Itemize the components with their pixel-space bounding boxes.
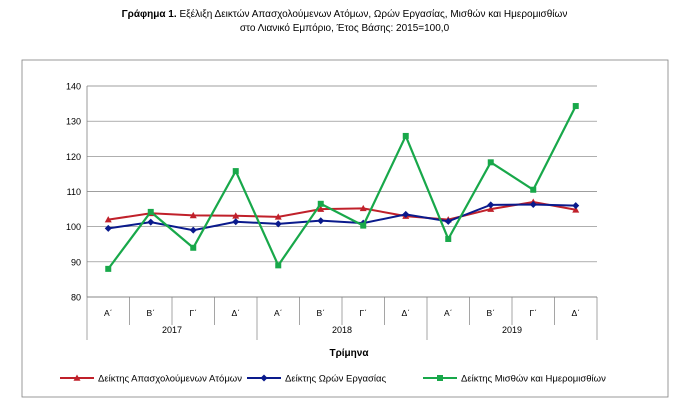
x-tick-label: Γ΄	[529, 308, 537, 318]
data-point	[232, 218, 240, 226]
data-point	[402, 210, 410, 218]
data-point	[190, 244, 197, 251]
legend-marker	[260, 374, 268, 382]
chart-title-prefix: Γράφημα 1.	[121, 9, 177, 20]
x-tick-label: Γ΄	[359, 308, 367, 318]
data-point	[105, 265, 112, 272]
chart-title-line1: Εξέλιξη Δεικτών Απασχολούμενων Ατόμων, Ω…	[179, 9, 568, 20]
data-point	[317, 217, 325, 225]
data-point	[317, 205, 325, 212]
legend-label: Δείκτης Απασχολούμενων Ατόμων	[98, 374, 242, 385]
legend: Δείκτης Απασχολούμενων Ατόμων Δείκτης Ωρώ…	[60, 374, 606, 385]
data-point	[147, 208, 154, 215]
data-point	[147, 218, 155, 226]
x-tick-label: Γ΄	[189, 308, 197, 318]
chart-title-line2: στο Λιανικό Εμπόριο, Έτος Βάσης: 2015=10…	[239, 23, 450, 34]
legend-marker	[437, 375, 443, 381]
series-layer	[104, 103, 580, 272]
y-tick-label: 130	[66, 117, 81, 127]
x-tick-label: Β΄	[317, 308, 326, 318]
data-point	[572, 103, 579, 110]
x-tick-label: Δ΄	[571, 308, 580, 318]
x-tick-label: Β΄	[487, 308, 496, 318]
data-point	[274, 220, 282, 228]
legend-label: Δείκτης Μισθών και Ημερομισθίων	[461, 374, 606, 385]
data-point	[572, 202, 580, 210]
data-point	[402, 132, 409, 139]
data-point	[572, 206, 580, 213]
gridlines	[87, 85, 597, 298]
x-tick-label: Α΄	[274, 308, 283, 318]
y-tick-label: 120	[66, 152, 81, 162]
y-tick-label: 100	[66, 222, 81, 232]
y-tick-label: 110	[67, 187, 81, 197]
data-point	[444, 217, 452, 225]
x-tick-label: Δ΄	[401, 308, 410, 318]
data-point	[232, 212, 240, 219]
legend-label: Δείκτης Ωρών Εργασίας	[285, 374, 386, 385]
data-point	[530, 186, 537, 193]
x-axis-label: Τρίμηνα	[329, 348, 369, 359]
data-point	[275, 262, 282, 269]
x-tick-label: Α΄	[444, 308, 453, 318]
data-point	[274, 213, 282, 220]
data-point	[487, 205, 495, 212]
x-group-label: 2019	[502, 325, 522, 335]
y-tick-label: 80	[71, 293, 81, 303]
data-point	[104, 216, 112, 223]
data-point	[189, 211, 197, 219]
data-point	[487, 201, 495, 209]
chart-title: Γράφημα 1. Εξέλιξη Δεικτών Απασχολούμενω…	[0, 8, 689, 36]
data-point	[487, 159, 494, 166]
data-point	[360, 222, 367, 229]
data-point	[529, 201, 537, 209]
legend-marker	[73, 374, 81, 381]
series-line	[108, 203, 576, 232]
data-point	[104, 224, 112, 232]
data-point	[189, 226, 197, 234]
x-tick-label: Α΄	[104, 308, 113, 318]
chart-frame	[21, 59, 669, 398]
data-point	[317, 200, 324, 207]
y-tick-label: 140	[66, 82, 81, 92]
data-point	[359, 204, 367, 212]
x-group-label: 2018	[332, 325, 352, 335]
y-tick-label: 90	[71, 257, 81, 267]
x-tick-label: Δ΄	[231, 308, 240, 318]
axes: 80 90 100 110 120 130 140 Α΄ Β΄ Γ΄ Δ΄ Α΄ Β΄ Γ΄ Δ΄ Α΄ Β΄ Γ…	[66, 82, 598, 340]
series-line	[107, 105, 577, 270]
series-line	[108, 201, 576, 221]
x-tick-label: Β΄	[147, 308, 156, 318]
data-point	[232, 168, 239, 175]
data-point	[445, 235, 452, 242]
x-group-label: 2017	[162, 325, 182, 335]
